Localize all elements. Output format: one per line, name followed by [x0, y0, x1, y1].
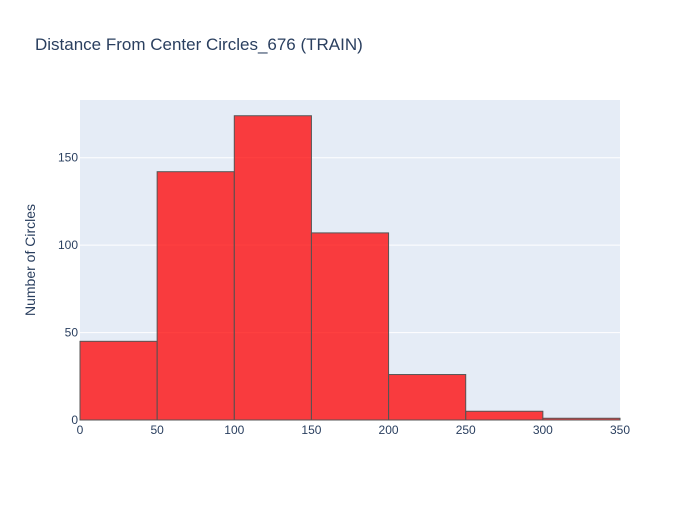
y-tick-label-0: 0	[71, 413, 78, 427]
x-axis-ticks: 0 50 100 150 200 250 300 350	[77, 423, 631, 437]
histogram-bar-5[interactable]	[465, 410, 544, 421]
x-tick-label-3: 150	[301, 423, 321, 437]
histogram-bar-0[interactable]	[79, 340, 158, 421]
y-tick-label-3: 150	[58, 151, 78, 165]
histogram-bar-6[interactable]	[542, 417, 621, 421]
histogram-bar-2[interactable]	[233, 115, 312, 421]
histogram-bar-3[interactable]	[310, 232, 390, 421]
x-tick-label-2: 100	[224, 423, 244, 437]
histogram-bar-4[interactable]	[388, 374, 467, 421]
x-tick-label-5: 250	[456, 423, 476, 437]
x-tick-label-1: 50	[150, 423, 164, 437]
x-tick-label-6: 300	[533, 423, 553, 437]
y-tick-label-2: 100	[58, 238, 78, 252]
x-tick-label-4: 200	[379, 423, 399, 437]
chart-title: Distance From Center Circles_676 (TRAIN)	[35, 35, 363, 54]
y-tick-label-1: 50	[65, 326, 79, 340]
x-tick-label-7: 350	[610, 423, 630, 437]
y-axis-ticks: 0 50 100 150	[58, 151, 78, 427]
x-tick-label-0: 0	[77, 423, 84, 437]
histogram-bar-1[interactable]	[156, 171, 235, 421]
y-axis-title: Number of Circles	[22, 204, 38, 316]
bars	[79, 115, 621, 421]
